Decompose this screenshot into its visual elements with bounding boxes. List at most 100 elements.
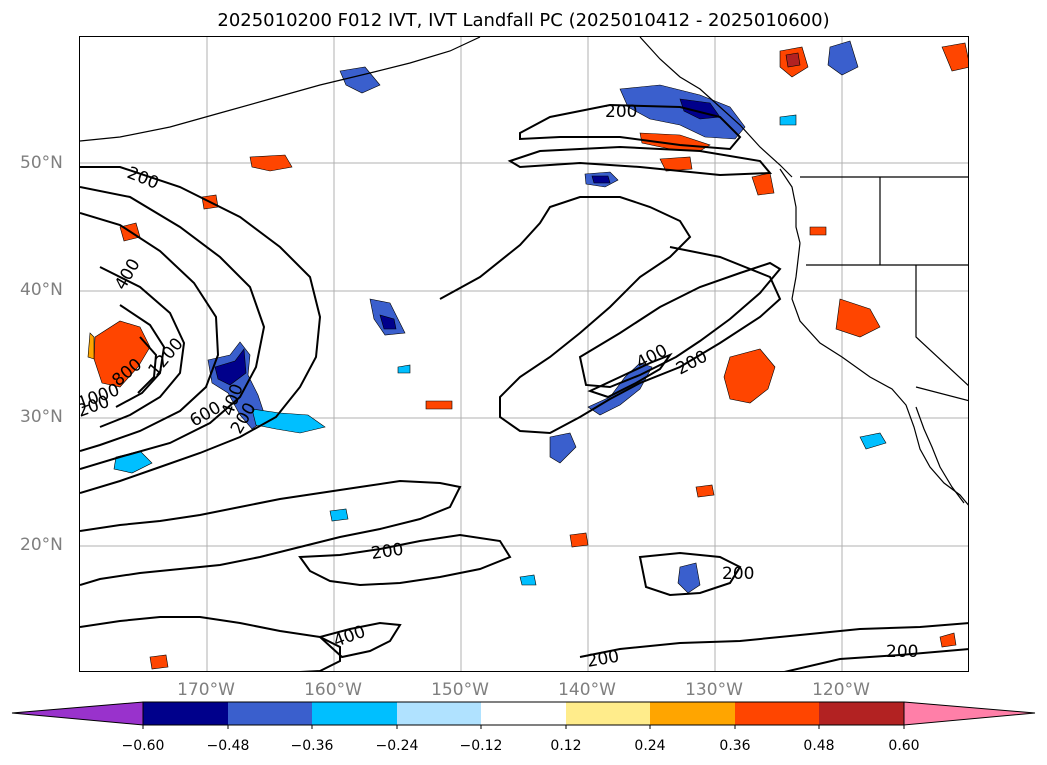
- orange-patch-gulf2: [659, 156, 693, 172]
- contour-400-west: [80, 186, 266, 470]
- clabel-200-south: 200: [370, 540, 405, 564]
- colorbar-tick-label-8: 0.36: [719, 738, 751, 754]
- colorbar-bin-2: [228, 702, 312, 725]
- orange-patch-west-edge: [87, 332, 95, 360]
- contour-200-south2: [298, 533, 512, 587]
- mexico-border: [915, 386, 968, 402]
- orange-patch-mid: [425, 400, 453, 410]
- colorbar-tick-label-1: −0.60: [121, 738, 165, 754]
- orange-patch-dot7: [809, 226, 827, 236]
- lon-label-170w: 170°W: [177, 680, 235, 700]
- blue-patch-south: [677, 562, 701, 594]
- contour-200-north-inner: [507, 145, 773, 177]
- blue-patch-alaska: [339, 66, 381, 94]
- red-patch-ne: [785, 52, 801, 68]
- baja-coast: [915, 406, 965, 504]
- blue-patch-dot4: [329, 508, 349, 522]
- lon-label-130w: 130°W: [685, 680, 743, 700]
- clabel-200-se2: 200: [886, 642, 918, 662]
- colorbar-tick-label-9: 0.48: [803, 738, 835, 754]
- colorbar-bin-5: [481, 702, 566, 725]
- colorbar-outline: [142, 701, 905, 726]
- contour-600-west: [80, 212, 220, 452]
- blue-patch-west-core: [214, 348, 247, 386]
- colorbar-extend-right: [903, 701, 1036, 726]
- contour-200-se2: [784, 648, 968, 671]
- negative-pc-shading: [113, 40, 887, 594]
- clabel-200-se: 200: [585, 647, 620, 672]
- colorbar-bin-4: [397, 702, 481, 725]
- colorbar-ticks: [142, 725, 905, 729]
- us-west-coast: [791, 242, 968, 506]
- colorbar-tick-label-2: −0.48: [206, 738, 250, 754]
- orange-patch-ca: [723, 348, 776, 404]
- blue-patch-dot3: [859, 432, 887, 450]
- contour-200-south4: [80, 616, 341, 671]
- contour-200-big: [80, 166, 322, 494]
- lon-label-150w: 150°W: [431, 680, 489, 700]
- contour-1200-west: [137, 336, 158, 394]
- colorbar-bin-1: [143, 702, 228, 725]
- clabel-200-nw: 200: [124, 163, 162, 194]
- colorbar-bin-9: [819, 702, 904, 725]
- orange-patch-ne: [941, 42, 968, 72]
- blue-patch-dot2: [779, 114, 797, 126]
- alaska-panhandle: [639, 37, 793, 178]
- blue-patch-dot5: [519, 574, 537, 586]
- contour-200-se: [579, 622, 968, 658]
- lat-label-30n: 30°N: [20, 407, 63, 427]
- contour-400-ar: [587, 352, 673, 399]
- lat-label-40n: 40°N: [20, 280, 63, 300]
- alaska-coast: [80, 37, 481, 142]
- colorbar-tick-label-4: −0.24: [375, 738, 419, 754]
- map-canvas: 200 200 200 200 200 200 200 200 200 400 …: [80, 37, 968, 672]
- colorbar-tick-label-6: 0.12: [550, 738, 582, 754]
- blue-patch-small: [549, 432, 577, 464]
- orange-patch-coastbc: [751, 172, 775, 196]
- orange-patch-dot3: [939, 632, 957, 648]
- map-title: 2025010200 F012 IVT, IVT Landfall PC (20…: [217, 10, 830, 31]
- graticule: [80, 37, 968, 671]
- bc-coast: [779, 168, 801, 244]
- clabel-200-north: 200: [605, 102, 637, 122]
- colorbar-bin-3: [312, 702, 397, 725]
- clabel-400-south: 400: [331, 622, 368, 652]
- colorbar-tick-label-3: −0.36: [290, 738, 334, 754]
- positive-pc-shading: [87, 42, 968, 670]
- orange-patch-dot1: [569, 532, 589, 548]
- colorbar-bin-6: [566, 702, 650, 725]
- state-border-3: [915, 265, 968, 386]
- contour-200-south1: [80, 479, 462, 586]
- contour-200-ar: [578, 261, 782, 389]
- lon-label-120w: 120°W: [812, 680, 870, 700]
- blue-patch-west: [207, 341, 267, 430]
- blue-patch-ne: [827, 40, 859, 76]
- contour-200-south3: [638, 551, 742, 597]
- colorbar-tick-label-5: −0.12: [459, 738, 503, 754]
- blue-patch-dot1: [397, 364, 411, 374]
- orange-patch-west: [93, 320, 151, 388]
- colorbar-extend-left: [11, 701, 144, 726]
- map-panel: 200 200 200 200 200 200 200 200 200 400 …: [79, 36, 969, 672]
- blue-patch-mid-core: [379, 314, 397, 330]
- contour-800-west: [99, 266, 186, 428]
- colorbar-tick-label-10: 0.60: [888, 738, 920, 754]
- lat-label-50n: 50°N: [20, 153, 63, 173]
- lon-label-160w: 160°W: [304, 680, 362, 700]
- contour-labels: 200 200 200 200 200 200 200 200 200 400 …: [80, 102, 918, 672]
- orange-patch-ca2: [835, 298, 881, 338]
- blue-patch-west-light: [251, 408, 326, 434]
- contour-200-north: [519, 103, 742, 151]
- contour-400-south: [317, 621, 402, 659]
- blue-patch-gulf-core: [591, 175, 611, 184]
- orange-patch-dot5: [695, 484, 715, 498]
- lat-label-20n: 20°N: [20, 535, 63, 555]
- lon-label-140w: 140°W: [558, 680, 616, 700]
- contour-200-mid: [439, 196, 782, 435]
- colorbar-bin-7: [650, 702, 735, 725]
- colorbar-tick-label-7: 0.24: [634, 738, 666, 754]
- contour-1000-west: [115, 304, 166, 408]
- orange-patch-dot4: [149, 654, 169, 670]
- colorbar: [11, 701, 1036, 729]
- blue-patch-coast: [619, 84, 746, 140]
